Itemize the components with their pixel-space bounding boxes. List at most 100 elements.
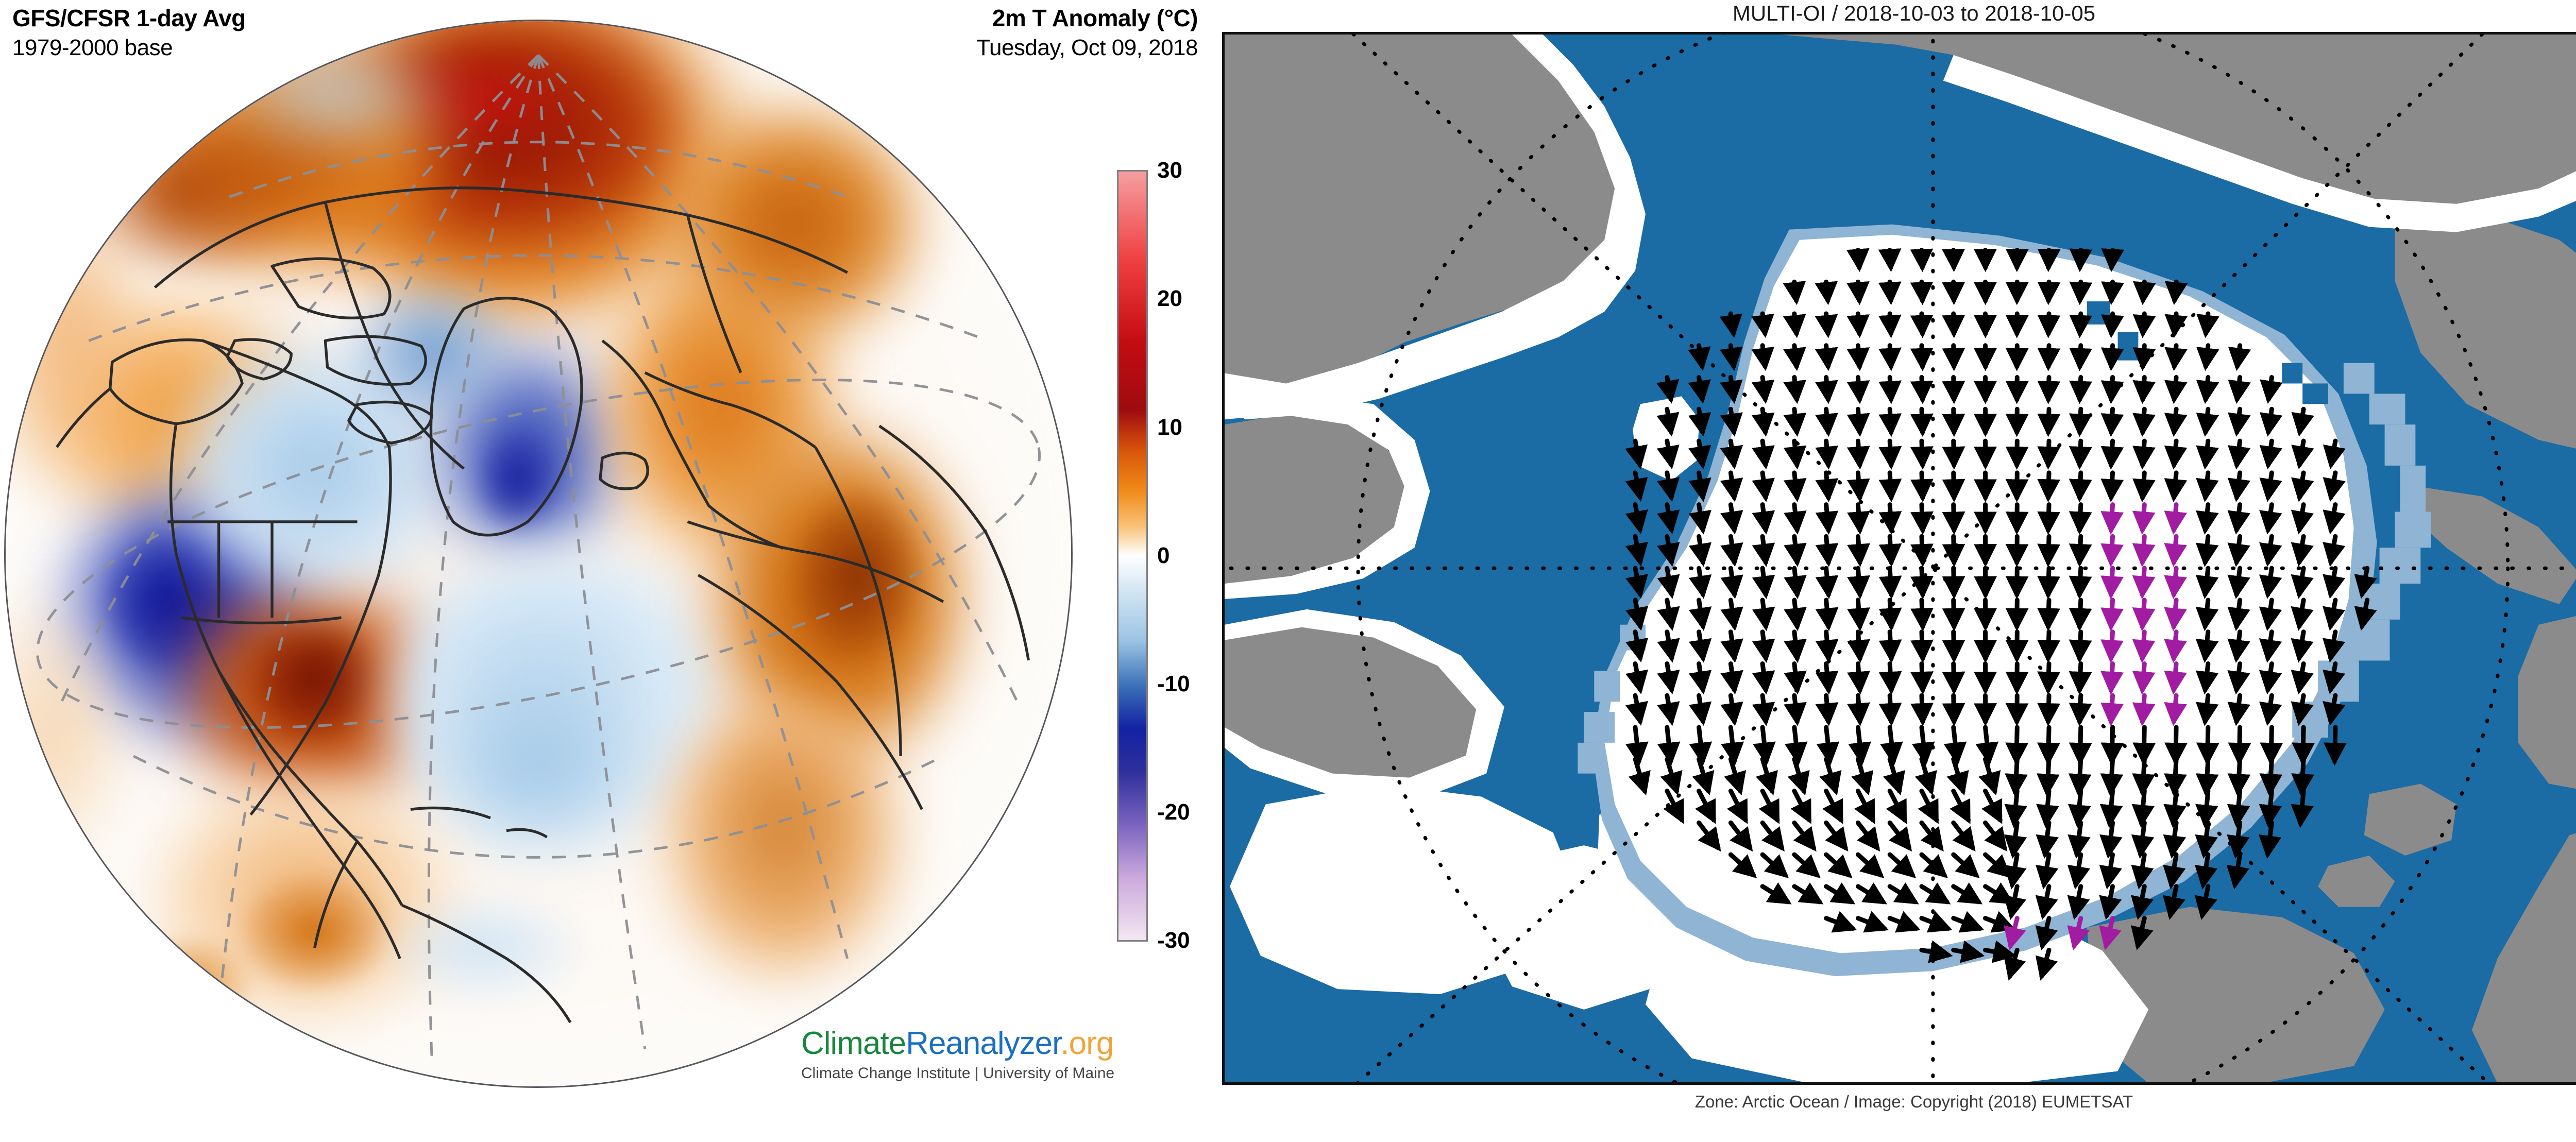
drift-vector (2239, 727, 2240, 761)
drift-vector (2171, 855, 2176, 885)
colorbar-tick-m20: -20 (1157, 799, 1190, 825)
fast-drift-vector (2142, 505, 2144, 531)
fast-drift-vector (2142, 600, 2144, 627)
drift-vector (2080, 346, 2081, 367)
drift-vector (2202, 887, 2208, 915)
drift-vector (2047, 759, 2049, 793)
drift-vector (1667, 409, 1671, 432)
drift-vector (2331, 473, 2335, 498)
fast-drift-vector (2174, 505, 2176, 531)
drift-vector (1826, 823, 1845, 848)
drift-vector (2015, 759, 2018, 793)
graticule-meridians (61, 55, 1018, 1060)
fast-drift-vector (2174, 632, 2176, 659)
drift-vector (1635, 727, 1639, 761)
drift-vector (1985, 823, 2004, 848)
drift-vector (2362, 600, 2367, 626)
brand-logo[interactable]: ClimateReanalyzer.org Climate Change Ins… (801, 1025, 1114, 1082)
drift-vector (1762, 855, 1785, 875)
drift-vector (1826, 314, 1828, 334)
drift-vector (1922, 441, 1923, 465)
graticule-latitudes (9, 142, 1067, 858)
drift-vector (1890, 282, 1891, 300)
drift-vector (1858, 918, 1884, 929)
drift-vector (2017, 505, 2018, 531)
drift-vector (1826, 695, 1828, 722)
drift-vector (1890, 314, 1891, 334)
drift-vector (2079, 536, 2080, 563)
drift-vector (1731, 727, 1734, 761)
drift-vector (2236, 632, 2240, 658)
drift-vector (2331, 536, 2335, 562)
drift-vector (1954, 823, 1973, 848)
drift-vector (2111, 378, 2113, 400)
drift-vector (2237, 409, 2240, 432)
drift-vector (1922, 663, 1923, 690)
drift-vector (2331, 568, 2335, 594)
drift-vector (1699, 568, 1703, 594)
drift-vector (2111, 314, 2112, 334)
fast-drift-vector (2174, 663, 2176, 690)
drift-vector (1699, 791, 1714, 820)
drift-vector (1890, 695, 1891, 722)
fast-drift-vector (2074, 918, 2081, 946)
drift-vector (2205, 663, 2208, 690)
drift-vector (2044, 855, 2049, 885)
drift-vector (1954, 950, 1980, 955)
drift-vector (1858, 855, 1880, 875)
drift-vector (1794, 441, 1797, 465)
drift-vector (2205, 632, 2208, 658)
drift-vector (1858, 282, 1859, 300)
drift-vector (1635, 695, 1640, 721)
drift-vector (1890, 823, 1909, 848)
drift-vector (1794, 823, 1814, 848)
drift-vector (2080, 282, 2081, 300)
globe-map (4, 20, 1073, 1088)
drift-vector (2110, 791, 2113, 824)
drift-vector (1699, 441, 1703, 465)
drift-vector (2143, 282, 2144, 300)
drift-vector (2111, 441, 2113, 465)
brand-tagline: Climate Change Institute | University of… (801, 1065, 1114, 1082)
drift-vector (1858, 727, 1861, 761)
drift-vector (2080, 409, 2081, 432)
drift-vector (2012, 855, 2018, 885)
drift-vector (1826, 632, 1829, 659)
fast-drift-vector (2142, 568, 2144, 594)
fast-drift-vector (2174, 695, 2176, 722)
drift-vector (2299, 505, 2303, 530)
drift-vector (2206, 409, 2208, 432)
colorbar-tick-m30: -30 (1157, 928, 1190, 953)
fast-drift-vector (2111, 505, 2112, 531)
drift-vector (1731, 505, 1734, 530)
drift-vector (1699, 473, 1703, 498)
drift-vector (2235, 855, 2240, 885)
drift-vector (2111, 346, 2113, 367)
drift-vector (2301, 759, 2303, 793)
drift-vector (1890, 505, 1891, 531)
fast-drift-vector (2111, 536, 2112, 563)
drift-vector (2205, 473, 2208, 498)
drift-vector (2237, 346, 2240, 367)
drift-vector (1667, 632, 1672, 658)
drift-vector (1667, 791, 1682, 820)
drift-vector (2079, 600, 2080, 627)
drift-vector (2143, 441, 2145, 465)
fast-drift-vector (2142, 536, 2144, 563)
drift-vector (1922, 378, 1923, 400)
drift-vector (1635, 536, 1640, 562)
drift-vector (1954, 791, 1969, 820)
drift-vector (2043, 887, 2049, 915)
drift-vector (1858, 536, 1860, 563)
drift-vector (1635, 759, 1645, 791)
drift-vector (1635, 473, 1640, 498)
drift-vector (2238, 759, 2240, 793)
drift-vector (1985, 950, 2012, 955)
drift-vector (1826, 918, 1853, 929)
drift-vector (2206, 441, 2208, 465)
drift-vector (1954, 759, 1963, 791)
drift-vector (2140, 855, 2145, 885)
drift-vector (1667, 600, 1672, 626)
drift-vector (1667, 473, 1671, 498)
drift-vector (1858, 505, 1860, 531)
